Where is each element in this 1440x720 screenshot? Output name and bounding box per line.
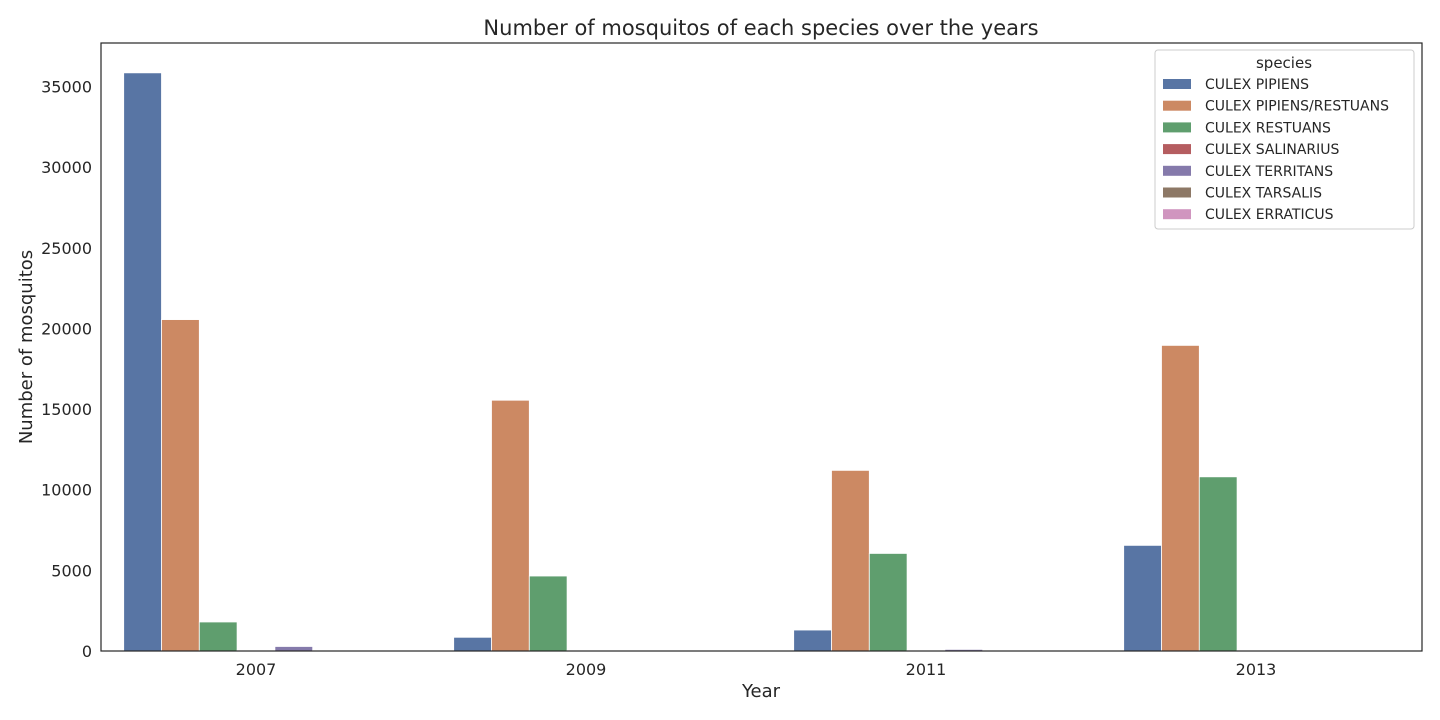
- legend-label: CULEX SALINARIUS: [1205, 142, 1340, 158]
- y-axis: 0 5000 10000 15000 20000 25000 30000 35000: [41, 78, 92, 661]
- bar-2009-culex-pipiens-restuans: [491, 399, 530, 652]
- bar-2009-culex-restuans: [528, 575, 568, 652]
- x-tick-label: 2007: [236, 660, 277, 679]
- legend-label: CULEX TERRITANS: [1205, 164, 1333, 180]
- legend-swatch: [1163, 209, 1191, 220]
- y-axis-title: Number of mosquitos: [16, 250, 37, 444]
- bar-2013-culex-pipiens: [1123, 544, 1162, 652]
- legend-swatch: [1163, 100, 1191, 111]
- bar-2011-culex-pipiens-restuans: [831, 469, 870, 652]
- legend-swatch: [1163, 144, 1191, 155]
- legend-title: species: [1256, 54, 1312, 72]
- bar-2013-culex-pipiens-restuans: [1161, 344, 1200, 652]
- legend-swatch: [1163, 79, 1191, 89]
- bar-2011-culex-pipiens: [793, 629, 832, 652]
- y-tick-label: 15000: [41, 400, 92, 419]
- legend-label: CULEX RESTUANS: [1205, 120, 1331, 136]
- x-tick-label: 2013: [1236, 660, 1277, 679]
- legend-label: CULEX PIPIENS: [1205, 77, 1309, 93]
- x-axis-title: Year: [741, 681, 781, 702]
- legend-label: CULEX ERRATICUS: [1205, 207, 1334, 223]
- y-tick-label: 10000: [41, 481, 92, 500]
- bar-2007-culex-territans: [274, 646, 314, 652]
- x-axis: 2007 2009 2011 2013: [236, 660, 1277, 679]
- bar-2007-culex-pipiens: [123, 72, 162, 652]
- legend: species CULEX PIPIENS CULEX PIPIENS/RESTU…: [1154, 49, 1415, 230]
- y-tick-label: 20000: [41, 319, 92, 338]
- bar-2013-culex-restuans: [1198, 476, 1238, 652]
- y-tick-label: 35000: [41, 78, 92, 97]
- y-tick-label: 0: [82, 642, 92, 661]
- x-tick-label: 2009: [566, 660, 607, 679]
- chart-title: Number of mosquitos of each species over…: [483, 16, 1038, 40]
- legend-box: [1154, 49, 1415, 230]
- plot-frame: [100, 42, 1423, 652]
- bars-layer: [123, 72, 1389, 652]
- legend-swatch: [1163, 122, 1191, 133]
- legend-swatch: [1163, 165, 1191, 176]
- bar-2007-culex-restuans: [198, 621, 238, 652]
- legend-label: CULEX TARSALIS: [1205, 186, 1322, 202]
- y-tick-label: 25000: [41, 239, 92, 258]
- bar-2011-culex-restuans: [868, 553, 908, 652]
- legend-swatch: [1163, 187, 1191, 198]
- y-tick-label: 5000: [51, 561, 92, 580]
- bar-2007-culex-pipiens-restuans: [161, 319, 200, 652]
- bar-2009-culex-pipiens: [453, 636, 492, 652]
- y-tick-label: 30000: [41, 158, 92, 177]
- x-tick-label: 2011: [906, 660, 947, 679]
- legend-label: CULEX PIPIENS/RESTUANS: [1205, 99, 1389, 115]
